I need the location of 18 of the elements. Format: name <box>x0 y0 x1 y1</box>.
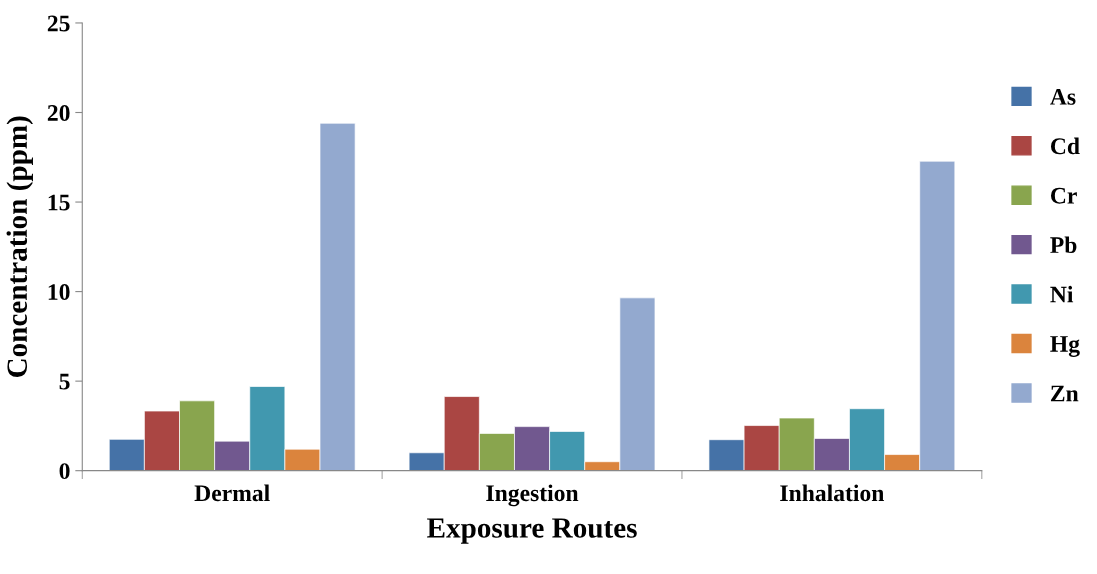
y-tick-label: 0 <box>59 463 70 480</box>
x-axis-title: Exposure Routes <box>427 518 637 544</box>
legend-label: Zn <box>1050 385 1079 402</box>
y-tick-label: 10 <box>48 284 70 301</box>
y-tick-label: 15 <box>48 194 70 211</box>
y-tick-label: 25 <box>47 15 70 32</box>
legend-label: Cd <box>1050 137 1080 155</box>
y-tick-label: 20 <box>47 104 70 121</box>
legend-label: Ni <box>1050 285 1074 303</box>
legend-label: Cr <box>1050 187 1077 204</box>
x-tick-label: Dermal <box>194 484 270 502</box>
y-tick-label: 5 <box>59 373 70 390</box>
legend-label: Hg <box>1050 336 1080 357</box>
x-tick-label: Inhalation <box>780 484 885 502</box>
legend-label: Pb <box>1050 236 1077 254</box>
legend-label: As <box>1050 88 1076 105</box>
y-axis-title: Concentration (ppm) <box>6 116 33 378</box>
x-tick-label: Ingestion <box>486 484 579 507</box>
